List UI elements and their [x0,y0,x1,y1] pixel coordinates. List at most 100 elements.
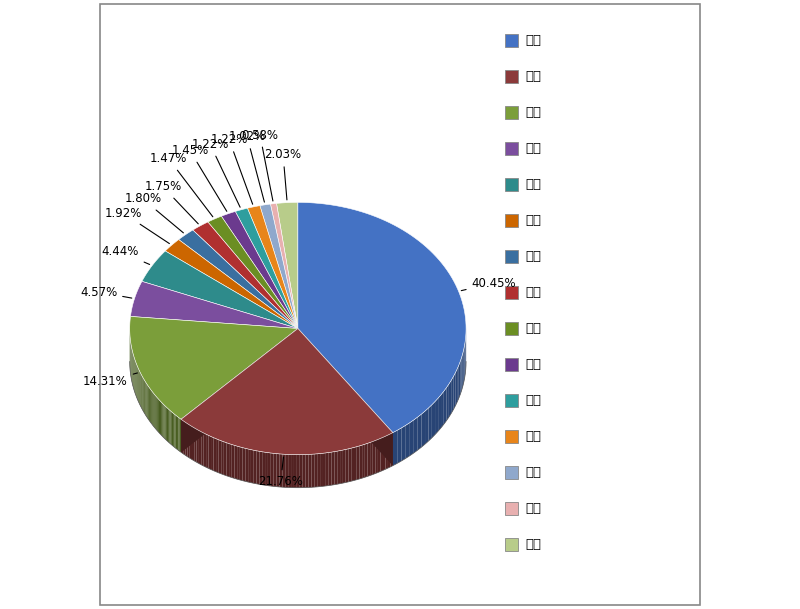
Polygon shape [259,451,262,485]
Text: 河北: 河北 [526,286,542,299]
Polygon shape [216,438,218,473]
Polygon shape [444,388,446,424]
Polygon shape [202,432,204,466]
Polygon shape [455,369,457,406]
Polygon shape [222,441,224,475]
Polygon shape [214,438,216,472]
Polygon shape [156,396,157,430]
Bar [505,502,518,515]
Polygon shape [306,454,309,488]
Polygon shape [176,415,177,449]
Polygon shape [150,389,151,423]
Polygon shape [180,418,181,452]
Polygon shape [254,450,257,484]
Polygon shape [429,405,432,441]
Polygon shape [162,403,163,437]
Polygon shape [432,401,435,438]
Polygon shape [357,446,359,480]
Polygon shape [464,345,465,382]
Polygon shape [406,423,410,459]
Polygon shape [311,454,314,487]
Polygon shape [151,390,152,424]
Bar [505,466,518,479]
Polygon shape [142,251,298,328]
Text: 1.47%: 1.47% [150,152,213,217]
Bar [505,142,518,155]
Polygon shape [346,449,349,482]
Bar [505,538,518,551]
Text: 4.44%: 4.44% [102,245,150,264]
Polygon shape [329,452,331,485]
Polygon shape [174,414,176,448]
Text: 4.57%: 4.57% [80,286,132,298]
Bar [505,214,518,227]
Polygon shape [277,202,298,328]
Polygon shape [246,448,248,482]
Polygon shape [197,429,199,463]
Bar [505,286,518,299]
Polygon shape [153,392,154,426]
Polygon shape [235,208,298,328]
Polygon shape [130,281,298,328]
Polygon shape [460,357,462,395]
Bar [505,394,518,407]
Polygon shape [262,452,265,485]
Polygon shape [454,373,455,410]
Text: 浙江: 浙江 [526,106,542,119]
Text: 辽宁: 辽宁 [526,466,542,479]
Bar [505,33,518,47]
Text: 其他: 其他 [526,538,542,551]
Polygon shape [130,317,298,420]
Polygon shape [393,431,398,466]
Text: 1.75%: 1.75% [145,180,198,224]
Polygon shape [383,436,386,470]
Polygon shape [323,453,326,487]
Polygon shape [152,391,153,425]
Polygon shape [154,395,156,429]
Polygon shape [398,428,402,463]
Polygon shape [286,454,288,487]
Text: 北京: 北京 [526,214,542,227]
Polygon shape [359,445,362,479]
Text: 湖北: 湖北 [526,322,542,335]
Polygon shape [181,328,393,455]
Polygon shape [165,406,166,440]
Polygon shape [298,202,466,432]
Polygon shape [209,435,211,470]
Polygon shape [362,444,365,478]
Polygon shape [343,449,346,483]
Polygon shape [224,442,226,476]
Polygon shape [298,328,393,466]
Polygon shape [222,211,298,328]
Bar [505,322,518,335]
Polygon shape [375,440,378,474]
Polygon shape [186,422,187,457]
Polygon shape [268,452,270,486]
Polygon shape [168,409,170,443]
Polygon shape [248,449,251,483]
Text: 2.03%: 2.03% [265,149,302,200]
Bar [505,250,518,263]
Polygon shape [166,407,167,441]
Text: 江苏: 江苏 [526,70,542,83]
Polygon shape [177,417,178,450]
Polygon shape [294,455,297,488]
Polygon shape [234,445,237,479]
Polygon shape [338,451,340,484]
Polygon shape [247,206,298,328]
Polygon shape [340,450,343,484]
Text: 四川: 四川 [526,502,542,515]
Text: 1.02%: 1.02% [229,130,266,202]
Polygon shape [414,417,418,453]
Polygon shape [240,447,242,481]
Polygon shape [300,454,302,488]
Polygon shape [318,454,320,487]
Bar [505,69,518,83]
Polygon shape [194,428,197,462]
Polygon shape [462,350,464,387]
Polygon shape [251,449,254,484]
Text: 上海: 上海 [526,33,542,47]
Polygon shape [173,413,174,447]
Polygon shape [187,424,190,458]
Text: 14.31%: 14.31% [83,373,138,389]
